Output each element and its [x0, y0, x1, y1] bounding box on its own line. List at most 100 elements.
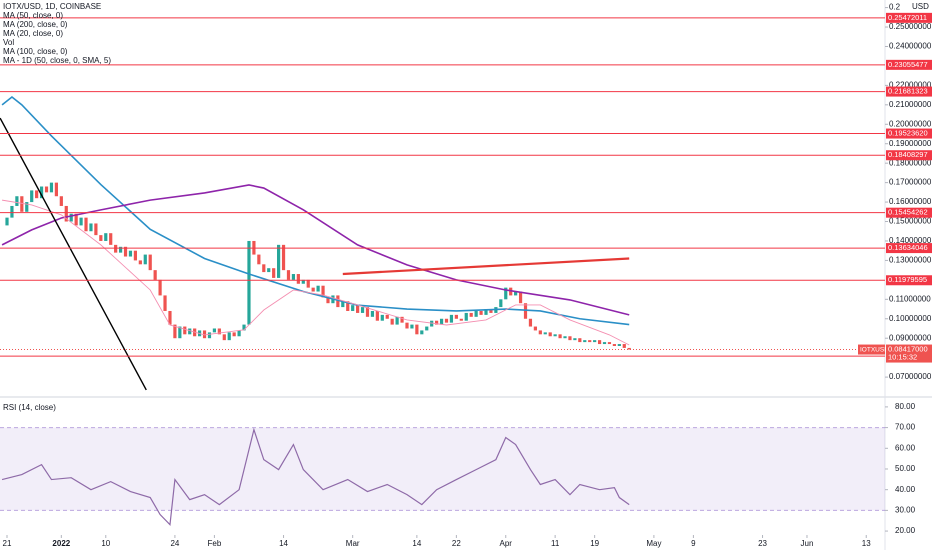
y-tick-label: 70.00	[895, 423, 916, 432]
candle	[104, 233, 108, 241]
candle	[400, 316, 404, 323]
legend-item: MA - 1D (50, close, 0, SMA, 5)	[3, 56, 111, 65]
y-tick-label: 0.07000000	[889, 372, 932, 381]
candle	[212, 328, 217, 333]
y-tick-label: 0.09000000	[889, 333, 932, 342]
candle	[479, 310, 483, 315]
candle	[178, 326, 182, 339]
candle	[267, 268, 271, 273]
candle	[543, 332, 547, 335]
x-tick-label: 23	[758, 539, 767, 548]
candle	[602, 342, 607, 345]
y-tick-label: 30.00	[895, 505, 916, 514]
candle	[138, 260, 142, 265]
candle	[306, 279, 310, 288]
candle	[578, 338, 582, 343]
candle	[74, 213, 78, 226]
candle	[588, 340, 592, 343]
candle	[183, 326, 187, 335]
level-tag	[886, 128, 932, 139]
candle	[583, 340, 587, 343]
candle	[296, 274, 300, 284]
level-tag	[886, 86, 932, 97]
y-tick-label: 0.2	[889, 3, 901, 12]
y-tick-label: 0.13000000	[889, 256, 932, 265]
x-tick-label: 22	[452, 539, 461, 548]
candle	[375, 310, 379, 321]
candle	[5, 217, 9, 226]
rsi-band	[0, 427, 885, 511]
candle	[30, 190, 34, 203]
candle	[405, 322, 409, 329]
level-label: 0.21681323	[888, 87, 928, 96]
candle	[301, 279, 305, 284]
level-tag	[886, 12, 932, 23]
x-tick-label: 21	[3, 539, 12, 548]
last-price-label: 0.08417000	[888, 345, 928, 354]
legend-item: MA (200, close, 0)	[3, 20, 68, 29]
y-tick-label: 0.19000000	[889, 139, 932, 148]
candle	[425, 326, 429, 331]
candle	[153, 270, 157, 280]
candle	[612, 344, 616, 346]
candle	[607, 342, 612, 345]
candle	[593, 340, 597, 343]
y-tick-label: 0.14000000	[889, 236, 932, 245]
candle	[558, 334, 562, 339]
candle	[168, 310, 172, 325]
x-tick-label: 9	[691, 539, 696, 548]
rsi-pane: 80.00 70.00 60.00 50.00 40.00 30.00 20.00	[0, 402, 916, 535]
candle	[281, 244, 286, 271]
candle	[20, 196, 24, 212]
x-tick-label: Mar	[346, 539, 360, 548]
symbol-tag	[858, 344, 885, 355]
y-tick-label: 0.16000000	[889, 197, 932, 206]
y-tick-label: 50.00	[895, 464, 916, 473]
candle	[311, 287, 315, 292]
candle	[326, 297, 330, 304]
candle	[207, 332, 212, 339]
indicator-line	[1, 427, 630, 526]
candle	[237, 330, 241, 337]
candle	[15, 196, 19, 206]
level-label: 0.19523620	[888, 129, 928, 138]
indicator-line	[342, 257, 630, 276]
candle	[385, 314, 389, 319]
level-label: 0.23055477	[888, 60, 928, 69]
candle	[504, 287, 508, 300]
candle	[10, 205, 14, 218]
candle	[158, 279, 162, 296]
candle	[518, 291, 523, 304]
candle	[99, 235, 103, 241]
candle	[484, 309, 488, 315]
candle	[247, 240, 251, 325]
candle	[360, 307, 365, 313]
candle	[390, 318, 394, 325]
candle	[44, 186, 49, 193]
candle	[380, 314, 384, 321]
candle	[420, 330, 424, 335]
legend-item: MA (100, close, 0)	[3, 47, 68, 56]
legend-item: MA (50, close, 0)	[3, 11, 63, 20]
x-tick-label: 14	[279, 539, 288, 548]
candle	[346, 301, 350, 311]
y-tick-label: 0.17000000	[889, 178, 932, 187]
candle	[474, 310, 478, 317]
candle	[227, 332, 231, 341]
candle	[356, 305, 360, 313]
level-tag	[886, 243, 932, 254]
candle	[597, 340, 602, 345]
candle	[232, 332, 236, 337]
candle	[336, 295, 340, 308]
candle	[123, 246, 128, 257]
candle	[454, 314, 458, 319]
level-label: 0.15454262	[888, 208, 928, 217]
rsi-title: RSI (14, close)	[3, 403, 56, 412]
candle	[430, 320, 434, 327]
candle	[69, 213, 73, 222]
candle	[568, 336, 572, 341]
candle	[25, 202, 29, 212]
candle	[286, 270, 291, 280]
candle	[459, 318, 463, 321]
